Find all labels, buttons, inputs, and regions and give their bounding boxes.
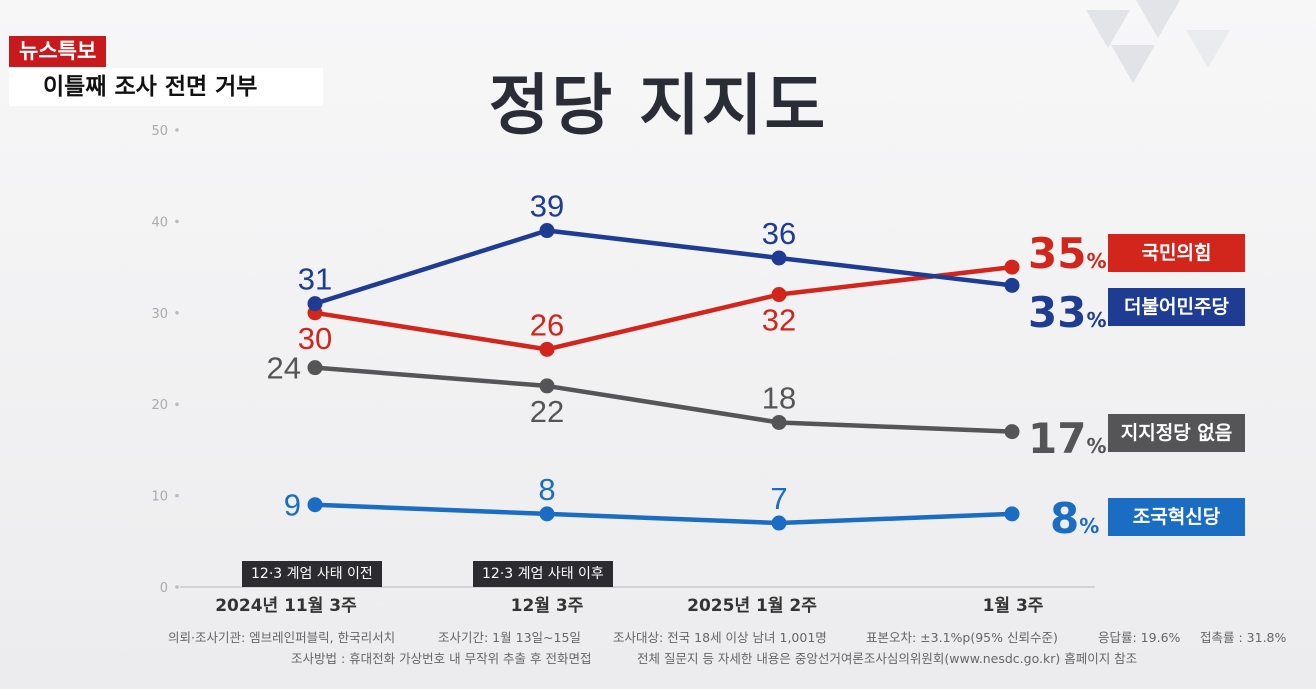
data-label: 30	[298, 321, 332, 356]
background-decoration	[1076, 0, 1316, 150]
footer-period: 조사기간: 1월 13일~15일	[438, 630, 581, 645]
footer-contact: 접촉률 : 31.8%	[1200, 630, 1287, 645]
data-label: 7	[770, 481, 787, 516]
data-label: 36	[762, 216, 796, 251]
end-value-dpk: 33%	[1028, 288, 1107, 337]
footer-error: 표본오차: ±3.1%p(95% 신뢰수준)	[866, 630, 1058, 645]
data-point	[307, 360, 323, 376]
data-label: 8	[538, 472, 555, 507]
data-point	[307, 497, 323, 513]
data-point	[539, 506, 555, 522]
y-tick-label: 10	[151, 490, 168, 505]
series-line-3	[312, 502, 1015, 526]
data-point	[539, 223, 555, 239]
y-tick-label: 30	[151, 307, 168, 322]
footer-note: 전체 질문지 등 자세한 내용은 중앙선거여론조사심의위원회(www.nesdc…	[637, 651, 1138, 666]
data-label: 39	[530, 189, 564, 224]
data-label: 31	[298, 262, 332, 297]
data-label: 32	[762, 303, 796, 338]
end-value-rkp: 8%	[1050, 494, 1100, 543]
y-tick-dot	[175, 219, 179, 224]
y-tick-label: 0	[160, 581, 168, 596]
news-tag: 뉴스특보	[9, 36, 107, 67]
data-point	[771, 250, 787, 266]
data-label: 18	[762, 380, 796, 415]
data-point	[1004, 506, 1020, 522]
news-subtitle: 이틀째 조사 전면 거부	[9, 68, 323, 106]
y-tick-label: 40	[151, 215, 168, 230]
y-tick-dot	[175, 493, 179, 498]
legend-none: 지지정당 없음	[1108, 414, 1245, 452]
data-point	[307, 296, 323, 312]
end-value-none: 17%	[1028, 414, 1107, 463]
y-tick-dot	[175, 585, 179, 589]
data-point	[539, 378, 555, 394]
x-label-1: 12월 3주	[510, 596, 584, 616]
footer-response: 응답률: 19.6%	[1098, 630, 1181, 645]
x-label-2: 2025년 1월 2주	[687, 596, 817, 616]
data-point	[539, 341, 555, 357]
series-line-0	[312, 264, 1015, 352]
data-point	[1004, 424, 1020, 440]
y-tick-label: 20	[151, 398, 168, 413]
footer-client: 의뢰·조사기관: 엠브레인퍼블릭, 한국리서치	[168, 630, 396, 645]
y-tick-dot	[175, 128, 179, 132]
x-label-0: 2024년 11월 3주	[215, 596, 357, 616]
series-line-2	[312, 365, 1015, 434]
data-label: 22	[530, 394, 564, 429]
end-value-ppp: 35%	[1028, 229, 1107, 278]
data-label: 24	[267, 351, 301, 386]
data-label: 26	[530, 307, 564, 342]
data-point	[1004, 259, 1020, 275]
chart-title: 정당 지지도	[488, 67, 828, 144]
x-label-3: 1월 3주	[982, 596, 1044, 616]
legend-ppp: 국민의힘	[1108, 234, 1245, 272]
legend-dpk: 더불어민주당	[1108, 288, 1245, 326]
y-tick-dot	[175, 311, 179, 315]
series-line-1	[312, 228, 1015, 306]
data-point	[771, 515, 787, 531]
phase-label-before: 12·3 계엄 사태 이전	[242, 561, 382, 587]
footer-method: 조사방법 : 휴대전화 가상번호 내 무작위 추출 후 전화면접	[291, 651, 592, 666]
data-point	[771, 287, 787, 303]
phase-label-after: 12·3 계엄 사태 이후	[473, 561, 613, 587]
data-point	[1004, 277, 1020, 293]
data-point	[771, 414, 787, 430]
legend-rkp: 조국혁신당	[1108, 498, 1245, 536]
y-tick-dot	[175, 402, 179, 407]
footer-target: 조사대상: 전국 18세 이상 남녀 1,001명	[613, 630, 827, 645]
data-label: 9	[284, 488, 301, 523]
y-tick-label: 50	[151, 124, 168, 139]
